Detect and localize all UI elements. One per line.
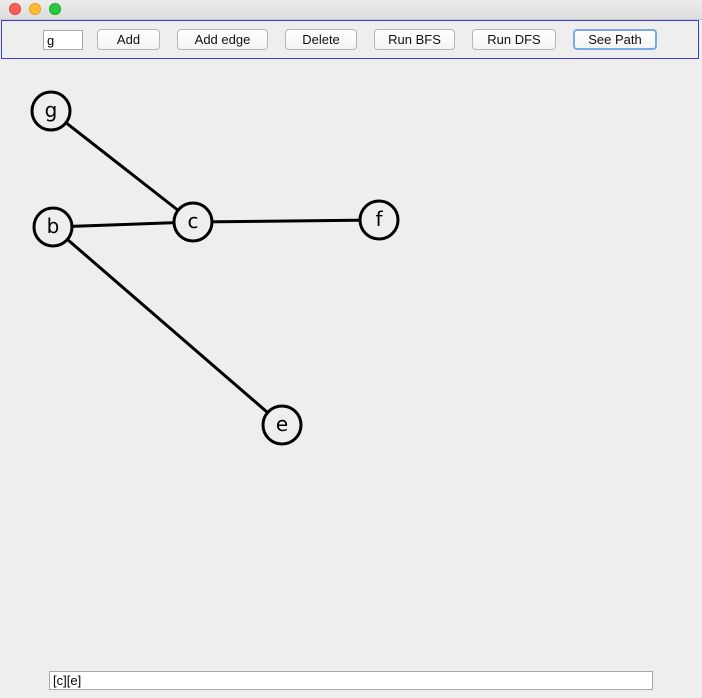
see-path-button[interactable]: See Path — [573, 29, 657, 50]
result-output-field[interactable]: [c][e] — [49, 671, 653, 690]
node-circle — [32, 206, 74, 248]
graph-canvas[interactable]: g b c f e — [0, 61, 702, 661]
node-label: f — [375, 207, 383, 231]
node-circle — [172, 201, 214, 243]
toolbar: Add Add edge Delete Run BFS Run DFS See … — [1, 20, 699, 59]
close-window-icon[interactable] — [9, 3, 21, 15]
delete-button[interactable]: Delete — [285, 29, 357, 50]
node-circle — [30, 90, 72, 132]
minimize-window-icon[interactable] — [29, 3, 41, 15]
graph-node-b[interactable]: b — [32, 206, 74, 248]
zoom-window-icon[interactable] — [49, 3, 61, 15]
window-titlebar — [0, 0, 702, 20]
node-label: b — [47, 214, 60, 238]
graph-node-g[interactable]: g — [30, 90, 72, 132]
run-bfs-button[interactable]: Run BFS — [374, 29, 455, 50]
node-label: g — [45, 98, 58, 122]
node-name-input[interactable] — [43, 30, 83, 50]
graph-node-f[interactable]: f — [358, 199, 400, 241]
edge-b-e — [52, 225, 283, 427]
graph-node-c[interactable]: c — [172, 201, 214, 243]
node-circle — [358, 199, 400, 241]
graph-node-e[interactable]: e — [261, 404, 303, 446]
edge-g-c — [50, 109, 194, 224]
node-label: c — [188, 209, 199, 233]
edge-c-f — [192, 218, 380, 224]
edge-b-c — [52, 220, 194, 229]
node-circle — [261, 404, 303, 446]
add-button[interactable]: Add — [97, 29, 160, 50]
run-dfs-button[interactable]: Run DFS — [472, 29, 556, 50]
add-edge-button[interactable]: Add edge — [177, 29, 268, 50]
node-label: e — [276, 412, 288, 436]
